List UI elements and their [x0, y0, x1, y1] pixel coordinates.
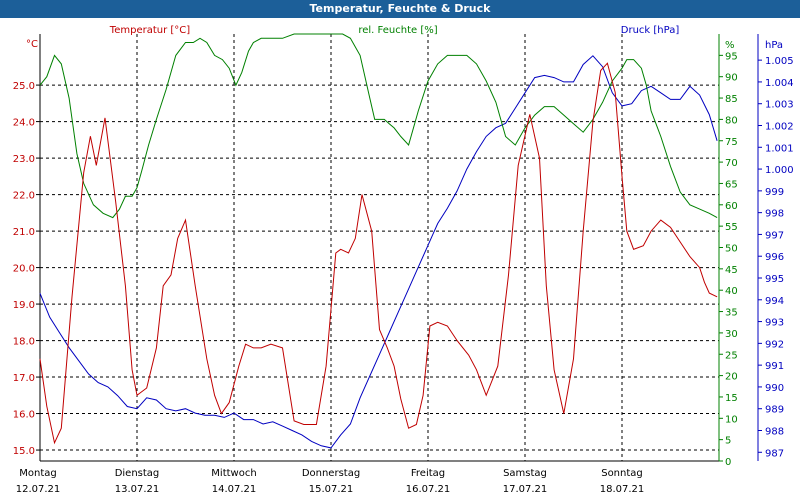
- x-tick-day-label: Dienstag: [115, 468, 160, 479]
- humidity-tick-label: 60: [725, 201, 738, 212]
- x-tick-date-label: 16.07.21: [406, 484, 451, 495]
- pressure-tick-label: 997: [765, 230, 784, 241]
- temperature-tick-label: 25.0: [13, 81, 35, 92]
- temperature-tick-label: 21.0: [13, 227, 35, 238]
- pressure-axis-title: Druck [hPa]: [621, 25, 680, 36]
- temperature-unit-label: °C: [26, 39, 38, 50]
- x-tick-date-label: 12.07.21: [16, 484, 61, 495]
- window-title: Temperatur, Feuchte & Druck: [0, 0, 800, 18]
- humidity-tick-label: 70: [725, 158, 738, 169]
- pressure-tick-label: 1.004: [765, 78, 794, 89]
- pressure-tick-label: 999: [765, 187, 784, 198]
- temperature-tick-label: 22.0: [13, 191, 35, 202]
- x-tick-date-label: 17.07.21: [503, 484, 548, 495]
- x-tick-day-label: Samstag: [503, 468, 547, 479]
- pressure-tick-label: 1.003: [765, 100, 794, 111]
- x-tick-day-label: Mittwoch: [211, 468, 256, 479]
- pressure-tick-label: 1.005: [765, 56, 794, 67]
- pressure-tick-label: 995: [765, 274, 784, 285]
- humidity-tick-label: 20: [725, 372, 738, 383]
- humidity-tick-label: 85: [725, 94, 738, 105]
- x-tick-day-label: Donnerstag: [302, 468, 360, 479]
- humidity-tick-label: 30: [725, 329, 738, 340]
- humidity-tick-label: 90: [725, 73, 738, 84]
- pressure-tick-label: 996: [765, 252, 784, 263]
- x-tick-date-label: 15.07.21: [309, 484, 354, 495]
- humidity-tick-label: 10: [725, 414, 738, 425]
- x-tick-day-label: Sonntag: [601, 468, 643, 479]
- pressure-tick-label: 1.002: [765, 122, 794, 133]
- pressure-tick-label: 1.000: [765, 165, 794, 176]
- x-tick-day-label: Freitag: [411, 468, 445, 479]
- pressure-tick-label: 994: [765, 296, 784, 307]
- temperature-tick-label: 18.0: [13, 337, 35, 348]
- humidity-tick-label: 45: [725, 265, 738, 276]
- pressure-tick-label: 991: [765, 361, 784, 372]
- pressure-tick-label: 987: [765, 448, 784, 459]
- humidity-tick-label: 95: [725, 51, 738, 62]
- humidity-tick-label: 15: [725, 393, 738, 404]
- temperature-axis-title: Temperatur [°C]: [109, 25, 190, 36]
- pressure-tick-label: 1.001: [765, 143, 794, 154]
- pressure-series-line: [39, 55, 718, 449]
- temperature-series-line: [39, 62, 718, 445]
- temperature-tick-label: 17.0: [13, 373, 35, 384]
- temperature-tick-label: 20.0: [13, 264, 35, 275]
- x-tick-date-label: 18.07.21: [600, 484, 645, 495]
- pressure-tick-label: 990: [765, 383, 784, 394]
- temperature-tick-label: 24.0: [13, 118, 35, 129]
- temperature-tick-label: 15.0: [13, 446, 35, 457]
- humidity-tick-label: 5: [725, 436, 731, 447]
- humidity-series-line: [39, 33, 718, 219]
- pressure-tick-label: 998: [765, 209, 784, 220]
- pressure-tick-label: 992: [765, 339, 784, 350]
- humidity-unit-label: %: [725, 40, 735, 51]
- humidity-tick-label: 55: [725, 222, 738, 233]
- plot-area: [40, 34, 719, 461]
- pressure-tick-label: 989: [765, 405, 784, 416]
- humidity-tick-label: 35: [725, 308, 738, 319]
- humidity-tick-label: 40: [725, 286, 738, 297]
- x-tick-date-label: 13.07.21: [115, 484, 160, 495]
- temperature-tick-label: 23.0: [13, 154, 35, 165]
- temperature-tick-label: 16.0: [13, 410, 35, 421]
- humidity-tick-label: 80: [725, 115, 738, 126]
- humidity-tick-label: 65: [725, 179, 738, 190]
- pressure-tick-label: 993: [765, 318, 784, 329]
- x-tick-day-label: Montag: [19, 468, 56, 479]
- temperature-tick-label: 19.0: [13, 300, 35, 311]
- x-tick-date-label: 14.07.21: [212, 484, 257, 495]
- humidity-tick-label: 25: [725, 350, 738, 361]
- humidity-tick-label: 0: [725, 457, 731, 468]
- pressure-unit-label: hPa: [765, 40, 783, 51]
- humidity-tick-label: 75: [725, 137, 738, 148]
- pressure-tick-label: 988: [765, 427, 784, 438]
- humidity-axis-title: rel. Feuchte [%]: [358, 25, 437, 36]
- humidity-tick-label: 50: [725, 244, 738, 255]
